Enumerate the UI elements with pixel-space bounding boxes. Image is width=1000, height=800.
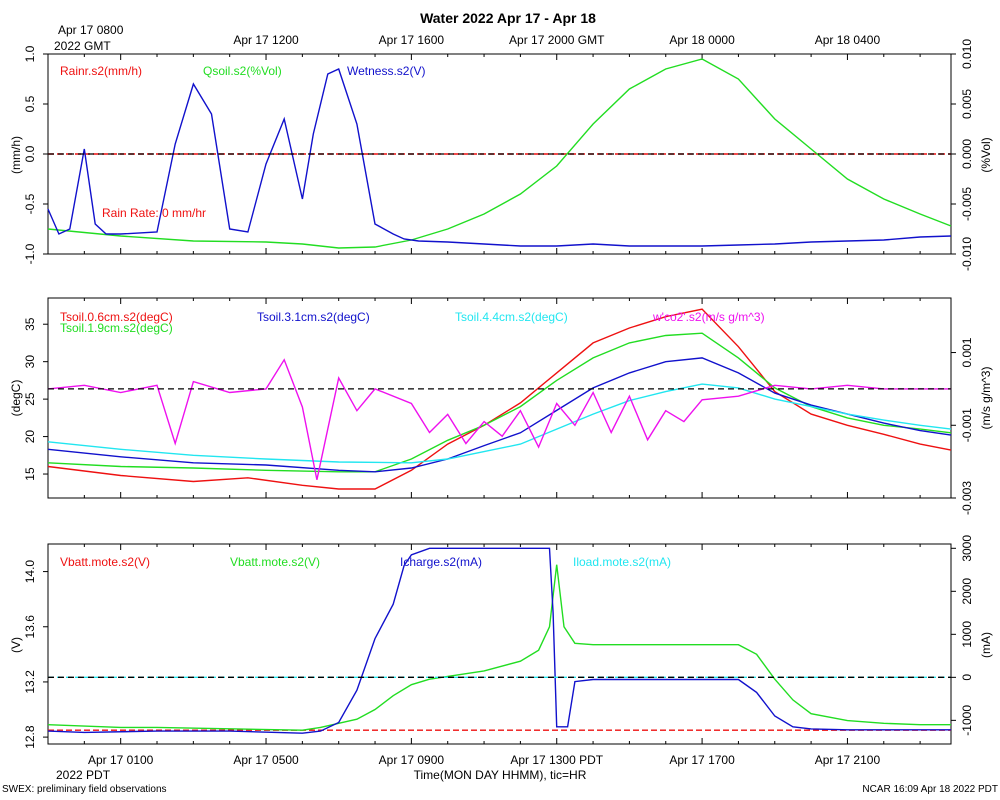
top-tick-label: Apr 17 2000 GMT xyxy=(509,33,605,47)
y-left-tick-label: 13.6 xyxy=(23,615,37,639)
legend-entry: Qsoil.s2(%Vol) xyxy=(203,64,282,78)
y-left-tick-label: 1.0 xyxy=(23,45,37,62)
gmt-year-label: 2022 GMT xyxy=(54,39,111,53)
y-right-axis-label: (m/s g/m^3) xyxy=(979,367,993,430)
y-right-tick-label: 2000 xyxy=(960,578,974,605)
y-right-tick-label: -0.003 xyxy=(960,481,974,515)
top-tick-label: Apr 17 1200 xyxy=(233,33,299,47)
top-tick-label: Apr 17 1600 xyxy=(379,33,445,47)
bottom-tick-label: Apr 17 0100 xyxy=(88,753,154,767)
legend-entry: w'co2'.s2(m/s g/m^3) xyxy=(652,310,765,324)
legend-entry: Vbatt.mote.s2(V) xyxy=(60,555,150,569)
series-line-tsoil-3-1cm-s2-degc- xyxy=(47,357,952,473)
y-left-tick-label: 35 xyxy=(23,317,37,331)
series-line-qsoil-s2-vol- xyxy=(47,58,952,249)
bottom-tick-label: Apr 17 1700 xyxy=(669,753,735,767)
series-line-w-co2-s2-m-s-g-m-3- xyxy=(47,358,951,480)
legend-entry: Tsoil.0.6cm.s2(degC) xyxy=(60,310,173,324)
y-left-axis-label: (mm/h) xyxy=(9,136,23,174)
y-left-tick-label: 30 xyxy=(23,355,37,369)
y-right-tick-label: 1000 xyxy=(960,621,974,648)
footer-right-note: NCAR 16:09 Apr 18 2022 PDT xyxy=(862,784,998,795)
legend-entry: Iload.mote.s2(mA) xyxy=(573,555,671,569)
bottom-tick-label: Apr 17 2100 xyxy=(815,753,881,767)
pdt-year-label: 2022 PDT xyxy=(56,768,111,782)
y-right-tick-label: -0.005 xyxy=(960,187,974,221)
y-right-tick-label: -0.010 xyxy=(960,237,974,271)
y-left-axis-label: (degC) xyxy=(9,380,23,417)
legend-entry: Icharge.s2(mA) xyxy=(400,555,482,569)
legend-entry: Tsoil.3.1cm.s2(degC) xyxy=(257,310,370,324)
bottom-tick-label: Apr 17 0900 xyxy=(379,753,445,767)
y-right-tick-label: 0 xyxy=(960,674,974,681)
rain-rate-annotation: Rain Rate: 0 mm/hr xyxy=(102,206,206,220)
series-line-icharge-s2-ma- xyxy=(47,547,951,734)
bottom-tick-label: Apr 17 0500 xyxy=(233,753,299,767)
y-left-tick-label: 15 xyxy=(23,467,37,481)
legend-entry: Vbatt.mote.s2(V) xyxy=(230,555,320,569)
y-right-tick-label: 0.001 xyxy=(960,337,974,367)
legend-entry: Rainr.s2(mm/h) xyxy=(60,64,142,78)
y-left-tick-label: 0.0 xyxy=(23,145,37,162)
legend-entry: Tsoil.1.9cm.s2(degC) xyxy=(60,321,173,335)
y-right-tick-label: 3000 xyxy=(960,535,974,562)
y-right-tick-label: 0.000 xyxy=(960,139,974,169)
series-line-tsoil-4-4cm-s2-degc- xyxy=(47,383,952,464)
panel-3: 14.0 13.6 13.2 12.8 3000 2000 1000 0 -1000 (V) (mA… xyxy=(9,535,993,749)
y-right-tick-label: -0.001 xyxy=(960,408,974,442)
gmt-start-label: Apr 17 0800 xyxy=(58,23,124,37)
y-right-tick-label: 0.010 xyxy=(960,39,974,69)
y-left-tick-label: -1.0 xyxy=(23,243,37,264)
top-tick-label: Apr 18 0400 xyxy=(815,33,881,47)
y-left-tick-label: 0.5 xyxy=(23,95,37,112)
series-line-wetness-s2-v- xyxy=(47,68,952,247)
series-line-tsoil-1-9cm-s2-degc- xyxy=(47,332,952,473)
top-tick-label: Apr 18 0000 xyxy=(669,33,735,47)
y-right-axis-label: (mA) xyxy=(979,632,993,658)
series-line-tsoil-0-6cm-s2-degc- xyxy=(47,308,952,490)
chart-title: Water 2022 Apr 17 - Apr 18 xyxy=(420,10,596,26)
panel-frame xyxy=(47,543,952,745)
y-left-tick-label: 13.2 xyxy=(23,670,37,694)
panel-1: 1.0 0.5 0.0 -0.5 -1.0 0.010 0.005 0.000 -0.005 -0… xyxy=(9,39,993,271)
bottom-tick-label: Apr 17 1300 PDT xyxy=(510,753,603,767)
y-left-tick-label: 14.0 xyxy=(23,560,37,584)
y-right-axis-label: (%Vol) xyxy=(979,137,993,172)
y-left-tick-label: -0.5 xyxy=(23,193,37,214)
legend-entry: Wetness.s2(V) xyxy=(347,64,425,78)
footer-left-note: SWEX: preliminary field observations xyxy=(2,784,167,795)
panel-frame xyxy=(47,297,952,499)
panel-2: 35 30 25 20 15 0.001 -0.001 -0.003 (degC) (m/s g/… xyxy=(9,297,993,515)
y-left-tick-label: 25 xyxy=(23,392,37,406)
series-line-vbatt-mote-s2-v- xyxy=(47,564,951,731)
y-right-tick-label: -1000 xyxy=(960,705,974,736)
y-left-axis-label: (V) xyxy=(9,637,23,653)
y-right-tick-label: 0.005 xyxy=(960,89,974,119)
legend-entry: Tsoil.4.4cm.s2(degC) xyxy=(455,310,568,324)
x-axis-label: Time(MON DAY HHMM), tic=HR xyxy=(414,768,587,782)
y-left-tick-label: 12.8 xyxy=(23,725,37,749)
y-left-tick-label: 20 xyxy=(23,430,37,444)
